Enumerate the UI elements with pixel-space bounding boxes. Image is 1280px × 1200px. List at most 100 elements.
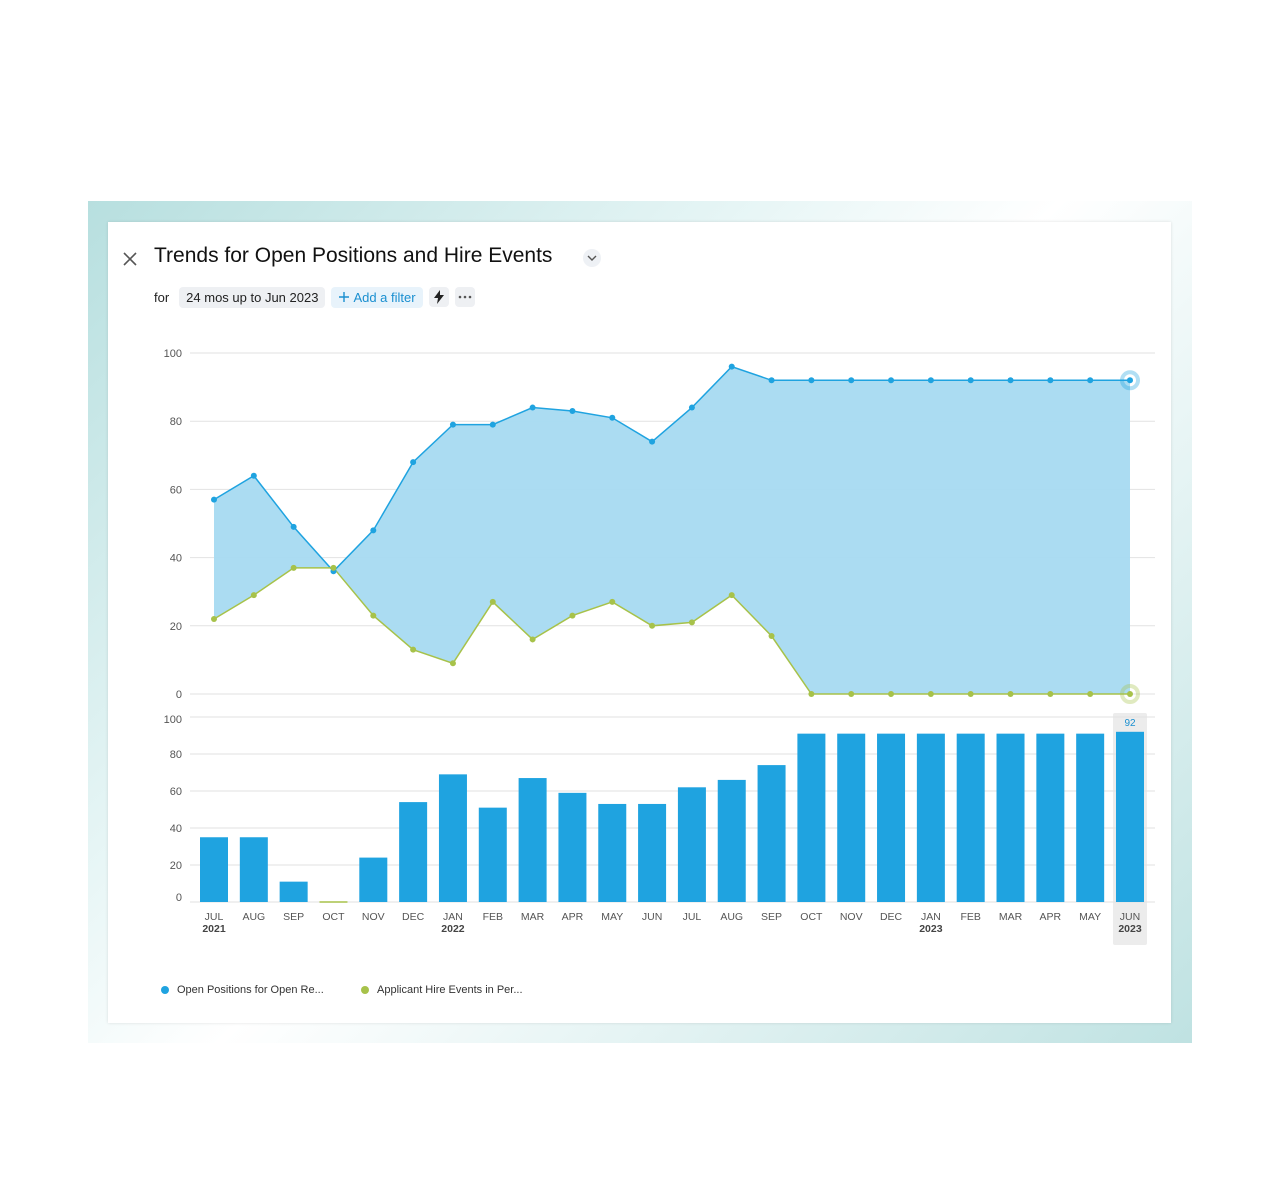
bar	[399, 802, 428, 902]
bar	[877, 733, 906, 902]
data-point-hire-events	[848, 691, 855, 697]
x-tick-label: JUL	[683, 911, 702, 923]
data-point-open-positions	[967, 377, 974, 384]
chevron-down-icon[interactable]	[583, 249, 601, 267]
data-point-hire-events	[489, 598, 496, 605]
data-point-hire-events	[569, 612, 576, 619]
data-point-open-positions	[649, 438, 656, 445]
data-point-hire-events	[888, 691, 895, 697]
y-tick-label: 20	[170, 621, 182, 633]
x-tick-label: SEP	[283, 911, 304, 923]
bar	[1036, 733, 1065, 902]
x-year-label: 2023	[1118, 923, 1142, 935]
x-year-label: 2023	[919, 923, 943, 935]
close-icon[interactable]	[120, 249, 140, 269]
bar	[438, 774, 467, 902]
more-icon[interactable]	[454, 287, 475, 307]
bar	[279, 881, 308, 902]
legend-label: Applicant Hire Events in Per...	[377, 984, 523, 996]
y-tick-label: 80	[170, 749, 182, 761]
y-tick-label: 60	[170, 786, 182, 798]
bar	[239, 837, 268, 902]
data-point-open-positions	[768, 377, 775, 384]
highlight-ring	[1120, 684, 1140, 704]
data-point-open-positions	[489, 421, 496, 428]
data-point-open-positions	[808, 377, 815, 384]
x-tick-label: OCT	[322, 911, 345, 923]
y-tick-label: 40	[170, 823, 182, 835]
bar	[359, 857, 388, 902]
legend-item-hire-events[interactable]: Applicant Hire Events in Per...	[361, 984, 523, 996]
bar	[757, 765, 786, 902]
area-between-series	[214, 366, 1130, 694]
data-point-open-positions	[688, 404, 695, 411]
x-tick-label: MAR	[521, 911, 545, 923]
data-point-open-positions	[569, 407, 576, 414]
y-tick-label: 60	[170, 484, 182, 496]
x-tick-label: FEB	[483, 911, 503, 923]
bar	[200, 837, 228, 902]
x-tick-label: MAY	[1079, 911, 1101, 923]
data-point-hire-events	[290, 564, 297, 571]
add-filter-button[interactable]: Add a filter	[331, 286, 423, 308]
data-point-hire-events	[688, 619, 695, 626]
data-point-hire-events	[967, 691, 974, 697]
data-point-open-positions	[609, 414, 616, 421]
data-point-open-positions	[370, 527, 377, 534]
x-tick-label: OCT	[800, 911, 823, 923]
add-filter-label: Add a filter	[353, 289, 416, 305]
x-tick-label: DEC	[880, 911, 903, 923]
data-point-hire-events	[211, 615, 217, 622]
data-point-open-positions	[1047, 377, 1054, 384]
bar	[956, 733, 985, 902]
data-point-hire-events	[250, 592, 257, 599]
time-range-chip[interactable]: 24 mos up to Jun 2023	[179, 286, 326, 308]
x-tick-label: JUN	[1120, 911, 1140, 923]
bar	[518, 778, 547, 902]
data-point-hire-events	[1087, 691, 1094, 697]
data-point-hire-events	[529, 636, 536, 643]
bar	[598, 803, 627, 902]
x-tick-label: JUL	[205, 911, 224, 923]
x-tick-label: JAN	[921, 911, 941, 923]
bar-value-label: 92	[1124, 718, 1136, 729]
y-tick-label: 40	[170, 553, 182, 565]
bar	[996, 733, 1025, 902]
highlight-ring	[1120, 370, 1140, 391]
data-point-hire-events	[449, 660, 456, 667]
for-label: for	[154, 289, 170, 305]
data-point-hire-events	[808, 691, 815, 697]
data-point-hire-events	[370, 612, 377, 619]
data-point-open-positions	[449, 421, 456, 428]
y-tick-label: 0	[176, 892, 182, 904]
data-point-open-positions	[290, 523, 297, 530]
legend-item-open-positions[interactable]: Open Positions for Open Re...	[161, 984, 324, 996]
bar	[1116, 731, 1144, 902]
bar	[478, 807, 507, 902]
y-tick-label: 0	[176, 689, 182, 701]
legend-dot	[161, 986, 169, 994]
legend-label: Open Positions for Open Re...	[177, 984, 324, 996]
series-line-open-positions	[213, 365, 1130, 573]
bar	[677, 787, 706, 902]
x-tick-label: SEP	[761, 911, 782, 923]
data-point-open-positions	[728, 363, 735, 370]
data-point-hire-events	[649, 622, 656, 629]
bar	[638, 803, 667, 902]
x-tick-label: AUG	[720, 911, 743, 923]
data-point-open-positions	[848, 377, 855, 384]
data-point-hire-events	[410, 646, 417, 653]
x-tick-label: JAN	[443, 911, 463, 923]
data-point-open-positions	[1127, 377, 1133, 384]
data-point-open-positions	[529, 404, 536, 411]
bar	[558, 792, 587, 902]
y-tick-label: 20	[170, 860, 182, 872]
data-point-hire-events	[768, 633, 775, 640]
data-point-open-positions	[250, 472, 257, 479]
page-title: Trends for Open Positions and Hire Event…	[154, 244, 553, 267]
data-point-open-positions	[927, 377, 934, 384]
x-tick-label: MAY	[601, 911, 623, 923]
lightning-icon[interactable]	[428, 287, 449, 307]
bar	[1076, 733, 1105, 902]
